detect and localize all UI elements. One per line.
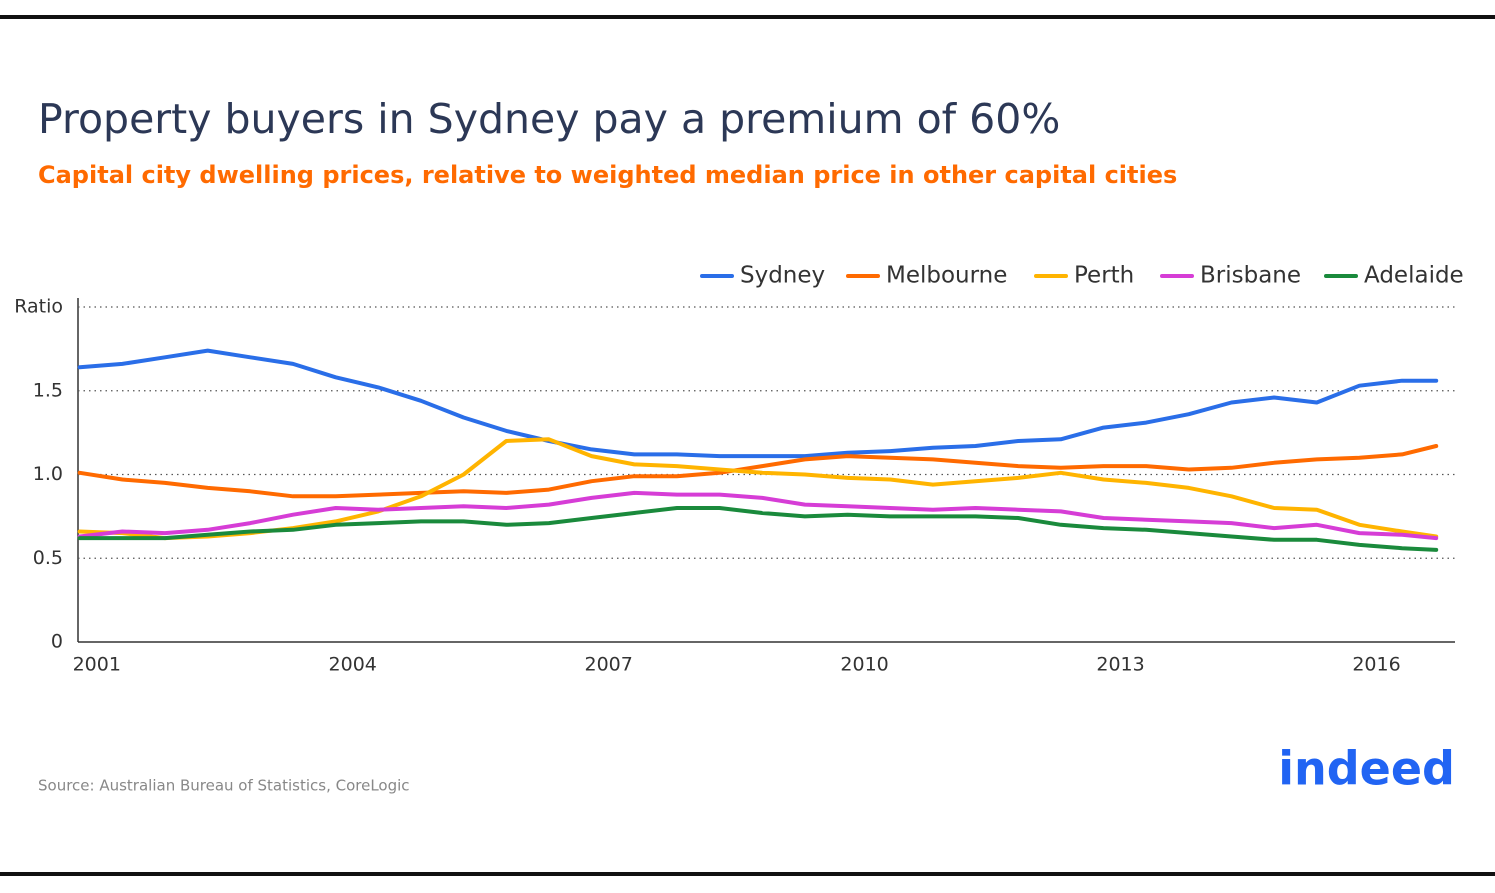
series-line: [77, 348, 1439, 459]
series-line: [77, 506, 1439, 552]
bottom-rule: [0, 872, 1495, 876]
x-tick-label: 2010: [840, 654, 888, 676]
x-tick-label: 2001: [73, 654, 121, 676]
legend-label: Perth: [1074, 263, 1134, 289]
y-tick-label: Ratio: [14, 296, 63, 318]
x-tick-label: 2007: [584, 654, 632, 676]
top-rule: [0, 15, 1495, 19]
y-tick-label: 1.5: [33, 379, 63, 401]
x-tick-label: 2013: [1096, 654, 1144, 676]
legend-label: Sydney: [740, 263, 825, 289]
x-tick-label: 2016: [1352, 654, 1400, 676]
series-line: [77, 490, 1439, 541]
logo: indeed: [1278, 742, 1455, 796]
legend-label: Brisbane: [1200, 263, 1301, 289]
source: Source: Australian Bureau of Statistics,…: [38, 777, 410, 795]
chart-title: Property buyers in Sydney pay a premium …: [38, 95, 1060, 143]
y-tick-label: 1.0: [33, 463, 63, 485]
legend-label: Melbourne: [886, 263, 1007, 289]
series-line: [77, 444, 1439, 499]
x-tick-label: 2004: [329, 654, 377, 676]
chart-subtitle: Capital city dwelling prices, relative t…: [38, 161, 1177, 189]
y-tick-label: 0: [51, 631, 63, 653]
legend-label: Adelaide: [1364, 263, 1464, 289]
series-line: [77, 437, 1439, 541]
y-tick-label: 0.5: [33, 547, 63, 569]
